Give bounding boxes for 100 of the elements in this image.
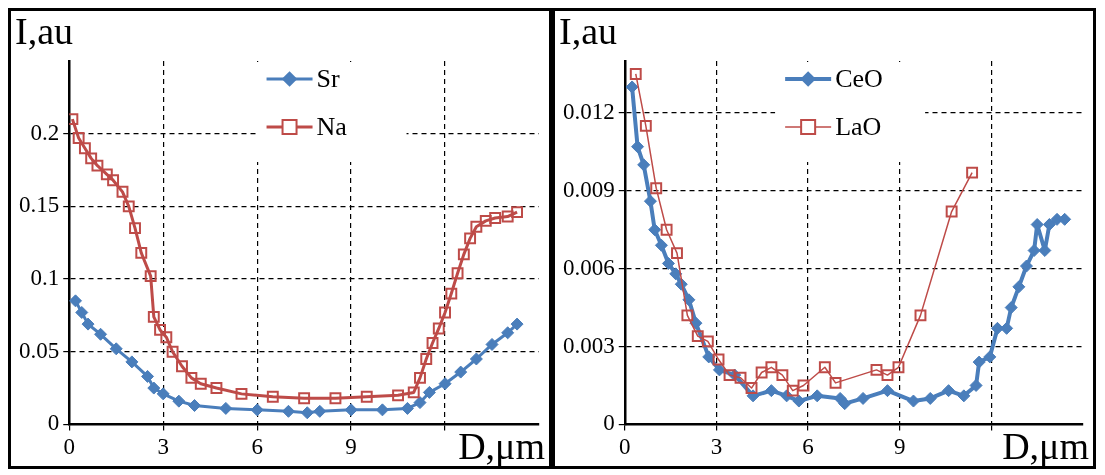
point (154, 323, 167, 336)
point (479, 214, 492, 227)
point (298, 392, 311, 405)
x-tick-label: 9 (345, 434, 357, 460)
point (414, 371, 426, 384)
point (942, 384, 956, 398)
point (501, 326, 515, 340)
point (485, 337, 499, 351)
point (870, 363, 883, 376)
point (75, 305, 89, 319)
point (1027, 243, 1041, 257)
point (116, 185, 129, 198)
point (712, 353, 725, 366)
point (407, 386, 420, 399)
x-tick-label: 9 (893, 434, 906, 460)
point (78, 142, 91, 155)
point (765, 361, 778, 374)
y-tick-label: 0.1 (30, 265, 60, 291)
point (786, 384, 799, 397)
point (69, 294, 83, 308)
point (166, 345, 179, 358)
point (990, 321, 1004, 335)
point (702, 350, 716, 364)
point (1019, 259, 1033, 273)
point (1012, 280, 1026, 294)
point (966, 166, 979, 179)
point (125, 355, 139, 369)
point (438, 377, 452, 391)
y-tick-label: 0.009 (563, 176, 615, 202)
y-tick-label: 0.006 (563, 254, 615, 280)
point (957, 389, 971, 403)
y-tick-label: 0 (47, 410, 60, 436)
point (745, 382, 758, 395)
y-tick-label: 0.012 (563, 98, 615, 124)
point (792, 394, 806, 408)
legend-label: LaO (835, 111, 882, 141)
x-tick-label: 6 (802, 434, 814, 460)
point (923, 391, 937, 405)
point (969, 378, 983, 392)
point (219, 401, 233, 415)
point (176, 360, 188, 373)
x-tick-label: 3 (157, 434, 169, 460)
point (300, 406, 314, 420)
point (445, 287, 458, 300)
point (637, 158, 651, 172)
point (451, 267, 464, 280)
point (281, 404, 295, 418)
point (712, 363, 726, 377)
point (344, 403, 358, 417)
point (210, 382, 223, 395)
point (141, 369, 155, 383)
point (422, 385, 436, 399)
point (94, 327, 108, 341)
y-tick-label: 0.05 (19, 337, 60, 363)
x-tick-label: 3 (710, 434, 723, 460)
legend-label: Na (316, 111, 348, 141)
point (313, 404, 327, 418)
y-tick-label: 0.003 (563, 332, 615, 358)
point (413, 396, 427, 410)
y-axis-title: I,au (15, 9, 74, 52)
point (392, 389, 405, 402)
point (1058, 212, 1072, 226)
point (109, 342, 123, 356)
point (972, 355, 986, 369)
point (135, 246, 148, 259)
point (650, 182, 663, 195)
point (107, 174, 120, 187)
point (660, 223, 673, 236)
x-tick-label: 6 (251, 434, 263, 460)
y-tick-label: 0.15 (19, 192, 60, 218)
point (144, 270, 157, 283)
point (100, 168, 113, 181)
point (682, 293, 696, 307)
point (776, 369, 789, 382)
point (454, 365, 468, 379)
point (188, 399, 202, 412)
point (250, 403, 264, 417)
point (892, 361, 905, 374)
point (147, 381, 161, 395)
point (439, 306, 451, 319)
point (906, 394, 920, 408)
point (701, 335, 714, 348)
point (681, 309, 694, 322)
point (654, 238, 668, 252)
point (734, 371, 747, 384)
point (829, 376, 842, 389)
point (648, 223, 662, 237)
point (764, 384, 778, 398)
point (91, 159, 104, 172)
point (810, 389, 824, 403)
point (1004, 301, 1018, 315)
point (266, 390, 279, 403)
point (400, 401, 414, 415)
point (671, 247, 683, 260)
point (818, 361, 831, 374)
point (160, 331, 173, 344)
point (360, 390, 373, 403)
legend-label: Sr (316, 63, 340, 93)
point (511, 206, 524, 219)
point (185, 371, 198, 384)
